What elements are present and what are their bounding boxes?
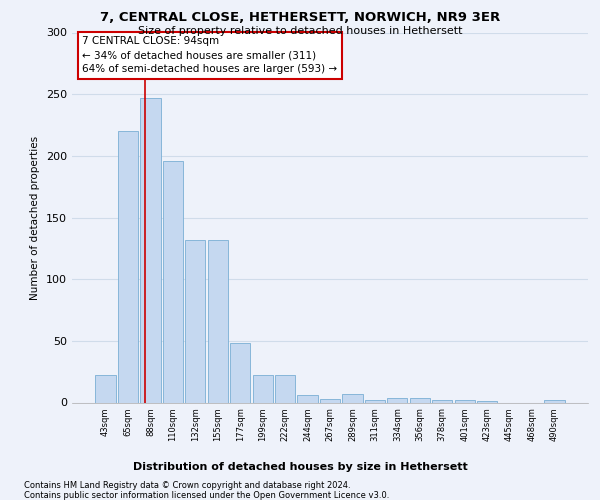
Y-axis label: Number of detached properties: Number of detached properties — [31, 136, 40, 300]
Text: 7 CENTRAL CLOSE: 94sqm
← 34% of detached houses are smaller (311)
64% of semi-de: 7 CENTRAL CLOSE: 94sqm ← 34% of detached… — [82, 36, 337, 74]
Bar — [140, 98, 161, 402]
Bar — [365, 400, 385, 402]
Bar — [230, 344, 250, 402]
Bar — [163, 161, 183, 402]
Bar — [544, 400, 565, 402]
Bar — [298, 395, 317, 402]
Text: Contains HM Land Registry data © Crown copyright and database right 2024.
Contai: Contains HM Land Registry data © Crown c… — [24, 481, 389, 500]
Bar — [320, 399, 340, 402]
Text: Distribution of detached houses by size in Hethersett: Distribution of detached houses by size … — [133, 462, 467, 472]
Bar — [208, 240, 228, 402]
Bar — [343, 394, 362, 402]
Bar — [275, 376, 295, 402]
Bar — [432, 400, 452, 402]
Text: Size of property relative to detached houses in Hethersett: Size of property relative to detached ho… — [138, 26, 462, 36]
Bar — [95, 376, 116, 402]
Bar — [253, 376, 273, 402]
Bar — [387, 398, 407, 402]
Bar — [410, 398, 430, 402]
Bar — [118, 131, 138, 402]
Bar — [455, 400, 475, 402]
Text: 7, CENTRAL CLOSE, HETHERSETT, NORWICH, NR9 3ER: 7, CENTRAL CLOSE, HETHERSETT, NORWICH, N… — [100, 11, 500, 24]
Bar — [185, 240, 205, 402]
